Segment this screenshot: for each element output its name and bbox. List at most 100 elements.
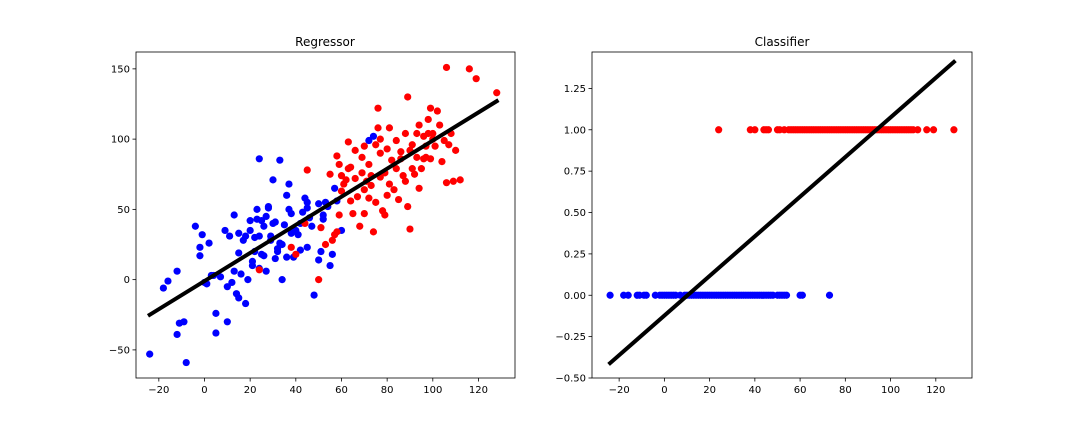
regressor-data-point <box>385 180 394 188</box>
regressor-data-point <box>308 222 316 230</box>
regressor-data-point <box>237 270 245 278</box>
classifier-xtick-label: 120 <box>926 385 945 396</box>
regressor-data-point <box>452 146 460 154</box>
regressor-data-point <box>283 253 291 261</box>
regressor-data-point <box>426 104 435 112</box>
regressor-data-point <box>235 229 243 237</box>
regressor-data-point <box>212 329 220 337</box>
regressor-data-point <box>241 299 250 308</box>
regressor-data-point <box>415 121 423 129</box>
classifier-xtick-label: 0 <box>661 385 667 396</box>
regressor-xtick-label: 120 <box>469 385 488 396</box>
classifier-xtick-label: 40 <box>748 385 761 396</box>
regressor-title: Regressor <box>295 35 355 49</box>
regressor-data-point <box>269 176 277 184</box>
regressor-data-point <box>358 169 366 177</box>
regressor-data-point <box>303 204 311 212</box>
regressor-data-point <box>273 247 282 256</box>
classifier-fit <box>607 59 957 366</box>
regressor-data-point <box>271 254 279 263</box>
regressor-xtick-label: 100 <box>423 385 442 396</box>
regressor-data-point <box>335 160 343 169</box>
regressor-data-point <box>180 318 188 326</box>
regressor-data-point <box>456 176 464 184</box>
regressor-data-point <box>347 163 355 171</box>
regressor-data-point <box>438 158 446 166</box>
regressor-data-point <box>392 165 400 173</box>
classifier-data-point <box>914 126 922 134</box>
regressor-data-point <box>328 236 336 244</box>
regressor-data-point <box>399 172 407 180</box>
regressor-data-point <box>433 107 441 115</box>
classifier-panel: Classifier −20 0 20 40 60 80 100 120 −0.50 −0.25 0… <box>555 35 973 396</box>
regressor-data-point <box>390 186 398 194</box>
regressor-data-point <box>276 156 284 164</box>
regressor-data-point <box>198 231 206 239</box>
regressor-data-point <box>376 135 384 143</box>
regressor-data-point <box>408 141 416 149</box>
classifier-data-point <box>606 291 614 299</box>
regressor-data-point <box>212 309 220 317</box>
regressor-data-point <box>255 155 263 163</box>
regressor-data-point <box>356 222 364 230</box>
regressor-data-point <box>415 184 423 192</box>
regressor-data-point <box>372 141 380 149</box>
classifier-data-point <box>929 126 938 134</box>
regressor-data-point <box>337 187 346 195</box>
regressor-points <box>146 63 501 367</box>
regressor-data-point <box>333 228 341 236</box>
regressor-data-point <box>369 228 378 236</box>
regressor-data-point <box>493 89 501 97</box>
regressor-data-point <box>472 75 480 83</box>
regressor-data-point <box>205 239 213 247</box>
regressor-data-point <box>369 132 378 140</box>
regressor-data-point <box>465 65 473 73</box>
regressor-data-point <box>335 211 343 219</box>
regressor-data-point <box>360 142 368 150</box>
regressor-data-point <box>333 152 341 160</box>
classifier-ytick-label: 0.75 <box>564 167 586 178</box>
regressor-fit-line <box>146 98 500 318</box>
classifier-xtick-label: 20 <box>703 385 716 396</box>
regressor-data-point <box>331 184 339 192</box>
regressor-data-point <box>196 252 204 260</box>
regressor-data-point <box>235 249 243 257</box>
classifier-data-point <box>764 126 773 134</box>
classifier-data-point <box>950 126 958 134</box>
regressor-data-point <box>374 104 382 112</box>
classifier-points <box>606 126 958 299</box>
regressor-xtick-label: 40 <box>289 385 302 396</box>
regressor-data-point <box>303 243 311 251</box>
regressor-data-point <box>406 225 414 233</box>
regressor-xtick-label: 20 <box>244 385 257 396</box>
regressor-data-point <box>358 153 366 161</box>
regressor-data-point <box>223 318 231 326</box>
regressor-data-point <box>442 63 451 72</box>
classifier-ytick-label: −0.50 <box>555 374 586 385</box>
regressor-xtick-label: 0 <box>201 385 207 396</box>
regressor-data-point <box>310 291 318 299</box>
regressor-panel: Regressor −20 0 20 40 60 80 100 120 −50 0 50 100 150 <box>109 35 516 396</box>
regressor-data-point <box>326 170 334 178</box>
classifier-xtick-label: −20 <box>609 385 630 396</box>
regressor-data-point <box>394 195 403 204</box>
regressor-data-point <box>319 211 327 219</box>
classifier-data-point <box>825 291 834 299</box>
regressor-xtick-label: 80 <box>381 385 394 396</box>
classifier-data-point <box>751 126 759 134</box>
regressor-data-point <box>401 177 410 185</box>
regressor-data-point <box>299 208 307 216</box>
regressor-data-point <box>388 156 396 164</box>
classifier-xtick-label: 80 <box>839 385 852 396</box>
regressor-data-point <box>315 276 323 284</box>
regressor-data-point <box>146 350 154 358</box>
regressor-data-point <box>260 252 268 260</box>
regressor-ytick-label: 0 <box>124 275 130 286</box>
regressor-ytick-label: 100 <box>111 135 130 146</box>
regressor-data-point <box>328 250 336 258</box>
regressor-data-point <box>246 226 254 235</box>
regressor-data-point <box>385 124 394 132</box>
regressor-data-point <box>228 278 236 287</box>
regressor-data-point <box>283 191 291 199</box>
regressor-data-point <box>164 277 172 285</box>
